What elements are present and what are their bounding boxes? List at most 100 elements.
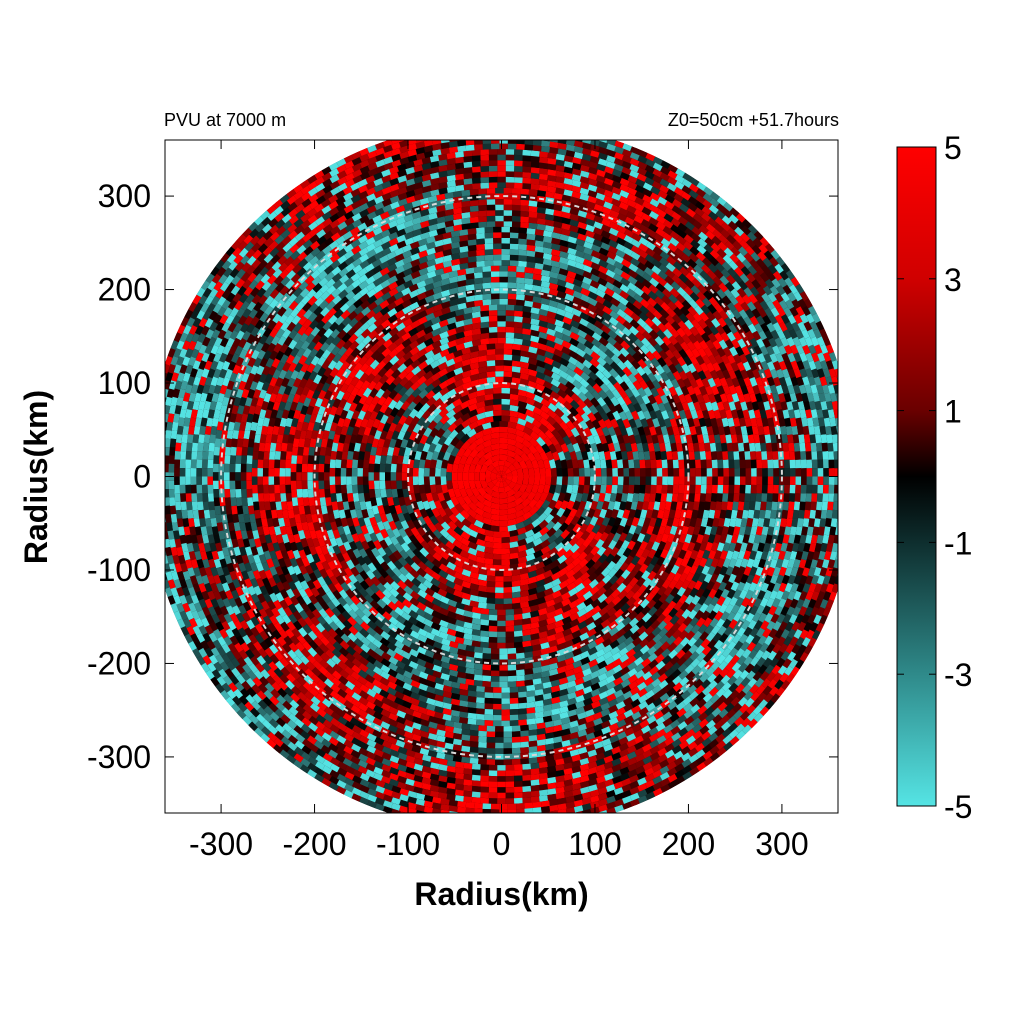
heatmap-cell	[416, 375, 427, 386]
heatmap-cell	[372, 524, 381, 535]
heatmap-cell	[505, 321, 515, 328]
heatmap-cell	[593, 508, 602, 519]
heatmap-cell	[593, 623, 604, 633]
heatmap-cell	[513, 641, 523, 649]
heatmap-cell	[569, 612, 580, 622]
heatmap-cell	[461, 418, 471, 429]
heatmap-cell	[554, 499, 563, 510]
heatmap-cell	[548, 458, 557, 469]
heatmap-cell	[490, 496, 500, 505]
heatmap-cell	[362, 555, 372, 566]
heatmap-cell	[765, 442, 773, 452]
heatmap-cell	[369, 359, 380, 370]
heatmap-cell	[706, 459, 713, 469]
heatmap-cell	[626, 562, 636, 573]
heatmap-cell	[268, 476, 275, 485]
heatmap-cell	[438, 368, 448, 377]
heatmap-cell	[457, 472, 463, 481]
heatmap-cell	[447, 520, 458, 531]
heatmap-cell	[392, 446, 400, 457]
heatmap-cell	[484, 535, 494, 543]
heatmap-cell	[296, 480, 303, 490]
heatmap-cell	[509, 232, 519, 239]
heatmap-cell	[484, 541, 494, 549]
heatmap-cell	[415, 409, 425, 420]
heatmap-cell	[408, 610, 419, 620]
heatmap-cell	[479, 463, 488, 473]
heatmap-cell	[341, 493, 349, 503]
heatmap-cell	[476, 691, 485, 698]
heatmap-cell	[320, 397, 329, 408]
heatmap-cell	[257, 451, 265, 460]
heatmap-cell	[269, 501, 277, 511]
heatmap-cell	[274, 493, 281, 502]
heatmap-cell	[531, 518, 542, 528]
heatmap-cell	[563, 492, 572, 503]
heatmap-cell	[381, 595, 392, 606]
heatmap-cell	[548, 484, 557, 495]
heatmap-cell	[301, 463, 308, 473]
heatmap-cell	[423, 515, 433, 526]
heatmap-cell	[589, 516, 599, 527]
heatmap-cell	[424, 593, 435, 603]
heatmap-cell	[543, 362, 554, 372]
heatmap-cell	[507, 681, 517, 688]
heatmap-cell	[630, 442, 638, 452]
heatmap-cell	[484, 552, 494, 560]
heatmap-cell	[715, 442, 722, 452]
heatmap-cell	[373, 480, 380, 490]
heatmap-cell	[461, 563, 472, 572]
heatmap-cell	[699, 493, 707, 503]
heatmap-cell	[623, 359, 634, 370]
heatmap-cell	[608, 368, 619, 379]
heatmap-cell	[613, 426, 622, 436]
heatmap-cell	[564, 293, 575, 302]
heatmap-cell	[395, 322, 406, 332]
heatmap-cell	[532, 531, 543, 541]
heatmap-cell	[560, 484, 568, 494]
heatmap-cell	[568, 600, 579, 609]
heatmap-cell	[663, 402, 673, 412]
heatmap-cell	[478, 579, 488, 587]
heatmap-cell	[467, 434, 477, 445]
heatmap-cell	[616, 547, 626, 558]
heatmap-cell	[678, 468, 685, 477]
heatmap-cell	[618, 532, 628, 543]
heatmap-cell	[545, 476, 552, 486]
heatmap-cell	[439, 331, 449, 340]
heatmap-cell	[509, 541, 519, 549]
heatmap-cell	[575, 360, 586, 371]
heatmap-cell	[236, 438, 244, 448]
heatmap-cell	[680, 509, 688, 519]
heatmap-cell	[455, 337, 465, 346]
heatmap-cell	[391, 455, 398, 465]
heatmap-cell	[518, 708, 527, 715]
heatmap-cell	[507, 653, 517, 660]
heatmap-cell	[332, 529, 341, 539]
heatmap-cell	[628, 467, 635, 477]
heatmap-cell	[430, 571, 441, 581]
heatmap-cell	[513, 619, 523, 626]
heatmap-cell	[625, 353, 636, 364]
heatmap-cell	[512, 483, 522, 493]
heatmap-cell	[440, 301, 451, 309]
heatmap-cell	[579, 626, 590, 635]
heatmap-cell	[457, 302, 467, 310]
heatmap-cell	[461, 580, 472, 589]
heatmap-cell	[425, 306, 435, 316]
heatmap-cell	[478, 568, 488, 576]
heatmap-cell	[467, 541, 478, 550]
heatmap-cell	[479, 471, 486, 482]
heatmap-cell	[438, 563, 449, 573]
heatmap-cell	[373, 561, 384, 572]
heatmap-cell	[517, 527, 527, 536]
heatmap-cell	[728, 468, 735, 477]
heatmap-cell	[624, 532, 634, 543]
heatmap-cell	[431, 616, 442, 625]
heatmap-cell	[663, 525, 672, 535]
heatmap-cell	[439, 336, 450, 346]
heatmap-cell	[488, 337, 498, 344]
heatmap-cell	[711, 484, 718, 494]
heatmap-cell	[751, 468, 757, 477]
heatmap-cell	[442, 451, 451, 461]
